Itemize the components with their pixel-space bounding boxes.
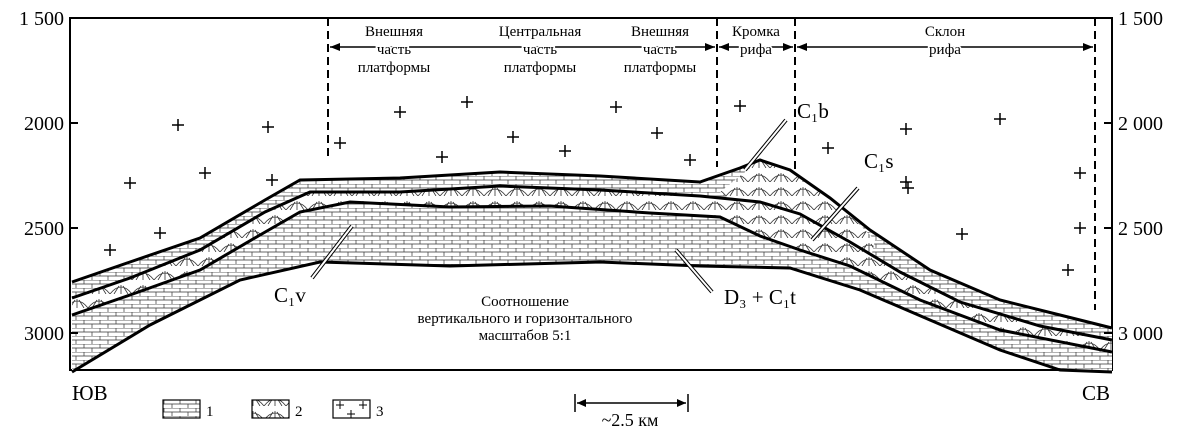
legend-label: 2	[295, 404, 303, 420]
plus-sign	[172, 119, 184, 131]
plus-sign	[436, 151, 448, 163]
tick-label: 3000	[24, 323, 64, 345]
zone-label: платформы	[358, 60, 430, 76]
plus-sign	[651, 127, 663, 139]
plus-sign	[902, 182, 914, 194]
scale-label: ~2.5 км	[602, 410, 659, 430]
plus-sign	[394, 106, 406, 118]
plus-sign	[154, 227, 166, 239]
plus-sign	[1074, 167, 1086, 179]
scale-note: Соотношение	[481, 294, 569, 310]
zone-label: платформы	[624, 60, 696, 76]
plus-sign	[559, 145, 571, 157]
plus-sign	[684, 154, 696, 166]
plus-sign	[1074, 222, 1086, 234]
direction-label: ЮВ	[72, 381, 108, 405]
scale-note: масштабов 5:1	[479, 328, 572, 344]
scale-note: вертикального и горизонтального	[418, 311, 633, 327]
plus-sign	[900, 123, 912, 135]
zone-label: Внешняя	[365, 24, 423, 40]
plus-sign	[994, 113, 1006, 125]
layer-label: C₁b	[797, 99, 829, 123]
tick-label: 2000	[24, 113, 64, 135]
legend-swatch	[252, 400, 289, 418]
zone-label: часть	[377, 42, 411, 58]
plus-sign	[461, 96, 473, 108]
zone-label: Кромка	[732, 24, 780, 40]
plus-sign	[262, 121, 274, 133]
plus-sign	[734, 100, 746, 112]
layer-label: C₁s	[864, 149, 894, 173]
plus-sign	[104, 244, 116, 256]
plus-sign	[822, 142, 834, 154]
plus-sign	[334, 137, 346, 149]
legend-label: 3	[376, 404, 384, 420]
zone-label: часть	[523, 42, 557, 58]
zone-label: часть	[643, 42, 677, 58]
legend-label: 1	[206, 404, 214, 420]
zone-label: рифа	[740, 42, 772, 58]
plus-sign	[507, 131, 519, 143]
plus-sign	[956, 228, 968, 240]
plus-sign	[900, 176, 912, 188]
tick-label: 1 500	[19, 8, 64, 30]
legend-swatch	[163, 400, 200, 418]
plus-sign	[266, 174, 278, 186]
tick-label: 2 000	[1118, 113, 1163, 135]
zone-label: Центральная	[499, 24, 582, 40]
plus-sign	[199, 167, 211, 179]
tick-label: 3 000	[1118, 323, 1163, 345]
plus-sign	[124, 177, 136, 189]
zone-label: платформы	[504, 60, 576, 76]
layer-label: D₃ + C₁t	[724, 285, 796, 309]
zone-label: Внешняя	[631, 24, 689, 40]
cross-section: 1 500 2000 2500 3000 1 500 2 000 2 500 3 000 Вне…	[0, 0, 1183, 430]
direction-label: СВ	[1082, 381, 1110, 405]
tick-label: 1 500	[1118, 8, 1163, 30]
plus-sign	[610, 101, 622, 113]
tick-label: 2 500	[1118, 218, 1163, 240]
tick-label: 2500	[24, 218, 64, 240]
layer-label: C₁v	[274, 283, 306, 307]
zone-label: Склон	[925, 24, 965, 40]
plus-sign	[1062, 264, 1074, 276]
zone-label: рифа	[929, 42, 961, 58]
